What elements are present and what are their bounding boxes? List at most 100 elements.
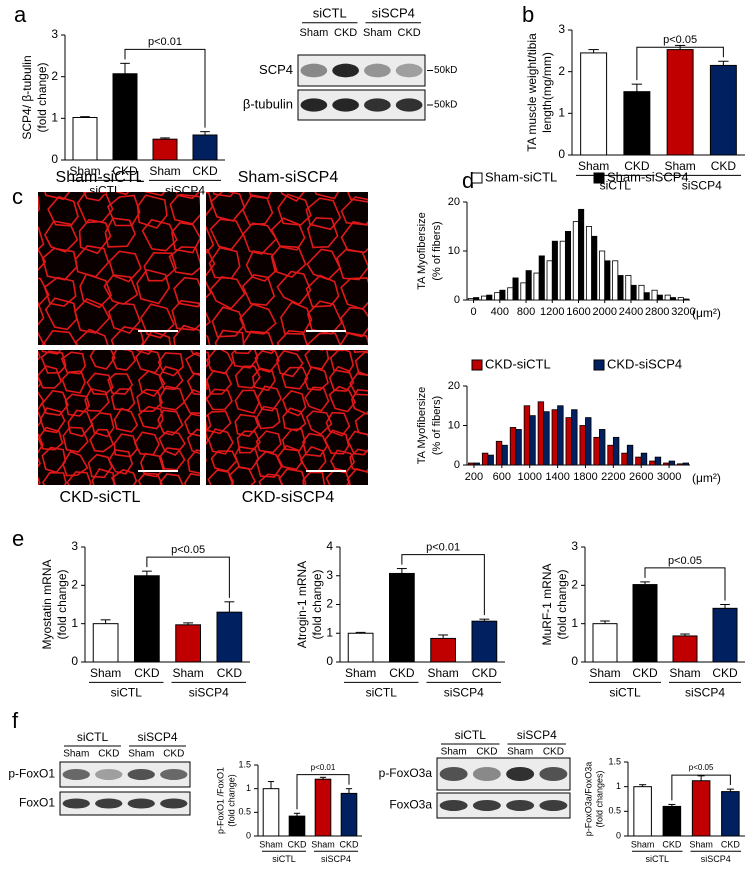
cell-outline <box>276 329 308 345</box>
row-label: β-tubulin <box>243 96 293 111</box>
cell-outline <box>305 410 333 436</box>
histogram-bar <box>507 287 514 301</box>
cell-outline <box>144 192 166 197</box>
cell-outline <box>206 351 211 368</box>
blot-band <box>395 98 423 112</box>
x-tick-label: CKD <box>287 839 307 849</box>
group-label: siSCP4 <box>321 854 351 864</box>
cell-outline <box>241 273 276 306</box>
cell-outline <box>353 350 368 353</box>
cell-outline <box>66 471 92 485</box>
cell-outline <box>186 372 200 396</box>
cell-outline <box>141 330 172 345</box>
panel-letter: f <box>12 708 19 733</box>
x-tick-label: 2000 <box>592 306 616 318</box>
y-axis-label: TA Myofibersize <box>416 212 428 289</box>
histogram-bar <box>525 270 532 301</box>
y-tick-label: 0 <box>246 830 251 840</box>
y-tick-label: 0 <box>454 459 460 471</box>
cell-outline <box>207 469 235 485</box>
cell-outline <box>110 388 136 411</box>
legend-label: Sham-siCTL <box>485 169 557 184</box>
cell-outline <box>86 372 114 396</box>
cell-outline <box>275 350 304 378</box>
y-tick-label: 0 <box>71 654 78 668</box>
histogram-bar <box>559 240 566 301</box>
y-tick-label: 20 <box>448 196 460 208</box>
y-axis-label: (fold change) <box>226 774 236 827</box>
cell-outline <box>347 192 368 203</box>
blot-group: siCTL <box>313 5 347 20</box>
blot-band <box>506 766 535 782</box>
size-marker: 50kD <box>434 65 457 76</box>
x-tick-label: Sham <box>311 839 335 849</box>
cell-outline <box>206 388 233 411</box>
histogram-bar <box>604 260 611 301</box>
x-tick-label: CKD <box>632 666 658 680</box>
significance-bracket <box>671 774 731 801</box>
legend-label: CKD-siSCP4 <box>607 356 682 371</box>
histogram-bar <box>529 415 536 466</box>
histogram-bar <box>643 292 650 301</box>
cell-outline <box>340 220 368 254</box>
histogram-bar <box>579 425 586 466</box>
blot-band <box>539 766 568 782</box>
y-axis-label: MuRF-1 mRNA <box>540 563 554 645</box>
cell-outline <box>114 192 130 196</box>
histogram-bar <box>557 405 564 466</box>
lane-label: Sham <box>300 27 329 39</box>
cell-outline <box>255 430 282 454</box>
y-tick-label: 0.5 <box>608 806 621 816</box>
blot-band <box>395 63 423 78</box>
cell-outline <box>38 426 64 451</box>
histogram-bar <box>533 272 540 301</box>
x-tick-label: 200 <box>465 471 483 483</box>
x-tick-label: Sham <box>669 666 700 680</box>
x-tick-label: CKD <box>721 839 741 849</box>
legend-swatch <box>593 359 605 371</box>
cell-outline <box>251 367 276 392</box>
cell-outline <box>39 407 66 434</box>
cell-outline <box>44 297 78 331</box>
histogram-bar <box>473 462 480 466</box>
cell-outline <box>277 193 312 226</box>
y-tick-label: 20 <box>448 380 460 392</box>
cell-outline <box>43 329 78 345</box>
histogram-bar <box>682 462 690 466</box>
y-tick-label: 1 <box>71 616 78 630</box>
cell-outline <box>171 299 200 331</box>
cell-outline <box>228 465 257 485</box>
micrograph <box>206 350 368 485</box>
cell-outline <box>89 350 116 370</box>
histogram-bar <box>551 409 558 466</box>
y-tick-label: 3 <box>326 568 333 582</box>
blot-band <box>160 769 188 780</box>
cell-outline <box>255 405 281 430</box>
bar <box>623 91 651 156</box>
y-tick-label: 2 <box>51 69 58 83</box>
y-tick-label: 1 <box>558 106 565 120</box>
x-tick-label: CKD <box>192 164 218 178</box>
bar <box>262 788 280 837</box>
y-axis-label: (fold change) <box>310 569 324 639</box>
x-tick-label: Sham <box>345 666 376 680</box>
histogram-bar <box>537 401 545 466</box>
bar <box>389 572 415 663</box>
cell-outline <box>107 302 141 335</box>
histogram-bar <box>565 417 572 466</box>
x-tick-label: Sham <box>149 164 180 178</box>
cell-outline <box>139 303 175 339</box>
x-tick-label: 0 <box>470 306 476 318</box>
significance-label: p<0.01 <box>311 763 336 772</box>
cell-outline <box>108 449 134 475</box>
lane-label: Sham <box>507 747 533 758</box>
y-tick-label: 1 <box>246 783 251 793</box>
y-axis-label: (fold change) <box>55 569 69 639</box>
histogram-bar <box>591 235 598 301</box>
x-tick-label: 600 <box>493 471 511 483</box>
bar <box>288 815 306 837</box>
y-axis-label: (fold change) <box>555 569 569 639</box>
x-tick-label: Sham <box>664 159 695 173</box>
cell-outline <box>78 218 112 255</box>
cell-outline <box>242 194 274 226</box>
